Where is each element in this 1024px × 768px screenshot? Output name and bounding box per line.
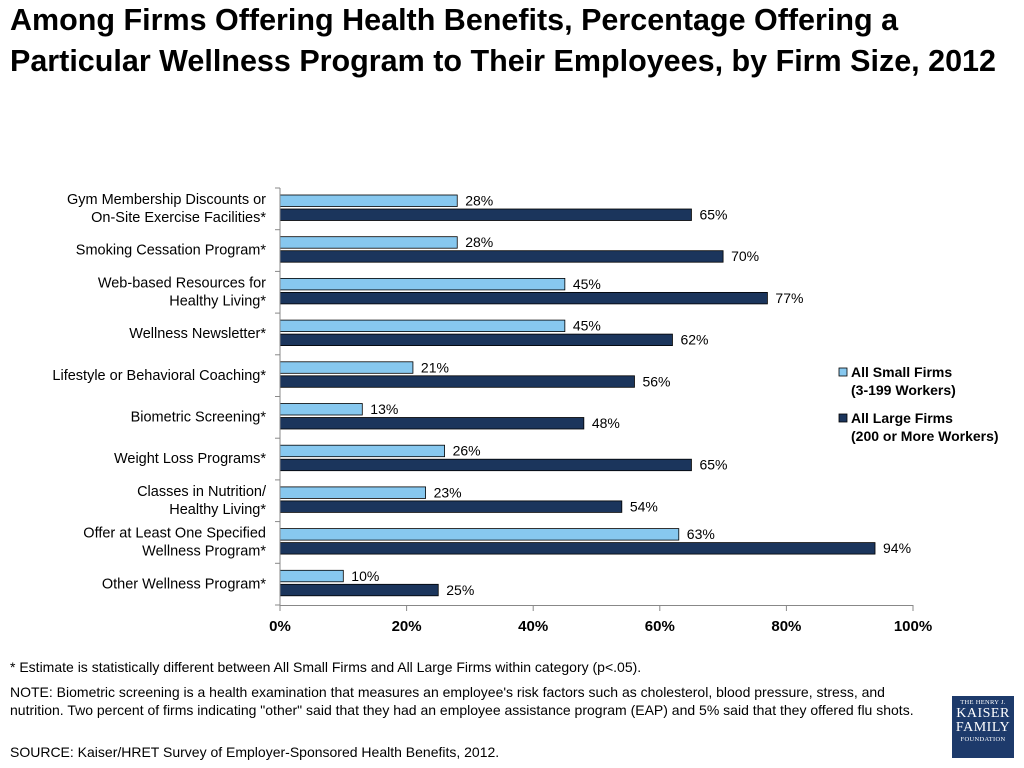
- legend-swatch-large-firms: [838, 413, 848, 423]
- bar-small-firms: [279, 444, 445, 458]
- chart-title: Among Firms Offering Health Benefits, Pe…: [10, 3, 996, 78]
- bar-large-firms: [279, 500, 623, 513]
- data-label-small-firms: 13%: [370, 401, 398, 417]
- data-label-small-firms: 10%: [351, 568, 379, 584]
- data-label-large-firms: 62%: [680, 332, 708, 348]
- bar-large-firms: [279, 250, 724, 263]
- bar-chart: 28% 65% Gym Membership Discounts or On-Site…: [52, 187, 999, 635]
- x-tick-label: 60%: [645, 618, 675, 635]
- x-tick-label: 40%: [518, 618, 548, 635]
- x-tick-label: 0%: [269, 618, 291, 635]
- bar-small-firms: [279, 486, 426, 499]
- bar-small-firms: [279, 361, 414, 374]
- category-label: Offer at Least One Specified: [83, 526, 266, 542]
- category-label: Gym Membership Discounts or: [67, 192, 266, 208]
- category-label: On-Site Exercise Facilities*: [91, 210, 266, 226]
- data-label-small-firms: 28%: [465, 193, 493, 209]
- bar-large-firms: [279, 417, 585, 430]
- data-label-small-firms: 28%: [465, 234, 493, 250]
- category-label: Weight Loss Programs*: [114, 451, 266, 467]
- bar-large-firms: [279, 333, 673, 347]
- legend-swatch-small-firms: [838, 367, 848, 377]
- bar-small-firms: [279, 194, 458, 207]
- bar-small-firms: [279, 569, 344, 583]
- note-footnote: NOTE: Biometric screening is a health ex…: [10, 684, 914, 718]
- bar-large-firms: [279, 542, 876, 555]
- legend-label-small-firms: All Small Firms: [851, 364, 952, 380]
- x-tick-label: 20%: [392, 618, 422, 635]
- category-label: Healthy Living*: [169, 502, 266, 518]
- data-label-large-firms: 56%: [642, 373, 670, 389]
- category-label: Smoking Cessation Program*: [76, 243, 267, 259]
- significance-footnote: * Estimate is statistically different be…: [10, 659, 642, 675]
- category-label: Lifestyle or Behavioral Coaching*: [52, 368, 266, 384]
- bar-large-firms: [279, 208, 692, 221]
- logo-line-2: KAISER: [956, 706, 1010, 721]
- data-label-large-firms: 70%: [731, 248, 759, 264]
- category-label: Biometric Screening*: [131, 410, 267, 426]
- data-label-small-firms: 45%: [573, 276, 601, 292]
- x-tick-label: 100%: [894, 618, 932, 635]
- category-label: Healthy Living*: [169, 293, 266, 309]
- data-label-large-firms: 54%: [630, 498, 658, 514]
- x-tick-label: 80%: [771, 618, 801, 635]
- data-label-small-firms: 23%: [434, 484, 462, 500]
- bar-large-firms: [279, 291, 768, 305]
- bar-large-firms: [279, 375, 635, 388]
- bar-small-firms: [279, 528, 680, 541]
- data-label-small-firms: 26%: [453, 443, 481, 459]
- category-label: Classes in Nutrition/: [137, 484, 267, 500]
- logo-line-3: FAMILY: [955, 720, 1011, 735]
- bar-large-firms: [279, 458, 692, 472]
- legend-label-large-firms: (200 or More Workers): [851, 428, 999, 444]
- logo-line-4: FOUNDATION: [960, 736, 1006, 743]
- bar-small-firms: [279, 319, 566, 333]
- data-label-small-firms: 45%: [573, 318, 601, 334]
- bar-large-firms: [279, 583, 439, 597]
- kaiser-family-foundation-logo: THE HENRY J. KAISER FAMILY FOUNDATION: [952, 696, 1014, 758]
- data-label-small-firms: 21%: [421, 359, 449, 375]
- source-footnote: SOURCE: Kaiser/HRET Survey of Employer-S…: [10, 744, 500, 760]
- data-label-large-firms: 48%: [592, 415, 620, 431]
- category-label: Wellness Newsletter*: [129, 326, 266, 342]
- bar-small-firms: [279, 403, 363, 416]
- data-label-large-firms: 77%: [775, 290, 803, 306]
- legend-label-small-firms: (3-199 Workers): [851, 382, 956, 398]
- logo-line-1: THE HENRY J.: [960, 699, 1006, 706]
- category-label: Web-based Resources for: [98, 275, 266, 291]
- category-label: Wellness Program*: [142, 544, 266, 560]
- bar-small-firms: [279, 236, 458, 249]
- data-label-large-firms: 94%: [883, 540, 911, 556]
- bar-small-firms: [279, 277, 566, 291]
- legend-label-large-firms: All Large Firms: [851, 410, 953, 426]
- category-label: Other Wellness Program*: [102, 576, 266, 592]
- data-label-large-firms: 25%: [446, 582, 474, 598]
- data-label-large-firms: 65%: [699, 207, 727, 223]
- data-label-large-firms: 65%: [699, 457, 727, 473]
- data-label-small-firms: 63%: [687, 526, 715, 542]
